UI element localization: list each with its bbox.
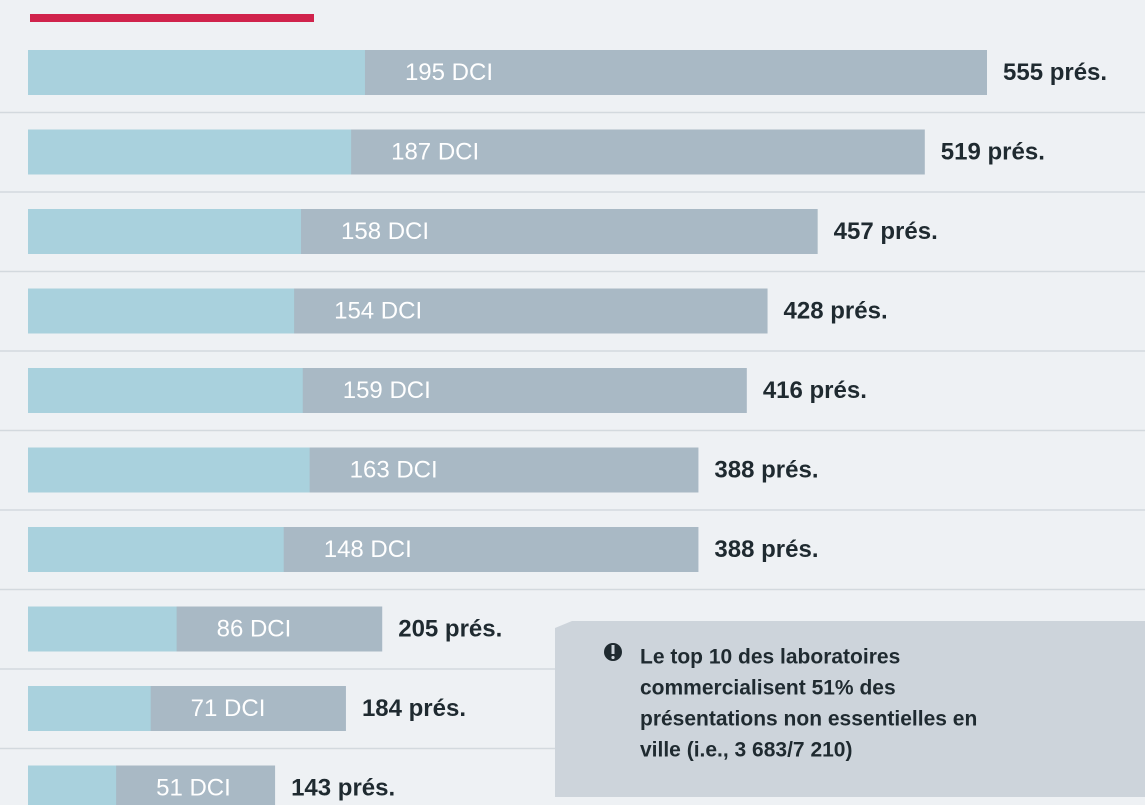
dci-bar [28, 447, 310, 493]
pres-label: 519 prés. [941, 138, 1045, 165]
dci-bar [28, 209, 302, 254]
pres-label: 388 prés. [714, 536, 818, 563]
dci-bar [28, 765, 117, 805]
pres-label: 428 prés. [784, 297, 888, 324]
annotation-line: Le top 10 des laboratoires [640, 646, 900, 669]
pres-label: 416 prés. [763, 377, 867, 404]
accent-line [30, 14, 314, 22]
dci-label: 71 DCI [191, 695, 266, 722]
dci-bar [28, 527, 284, 572]
dci-bar [28, 368, 303, 413]
pres-label: 143 prés. [291, 774, 395, 801]
dci-bar [28, 686, 151, 731]
annotation-line: commercialisent 51% des [640, 677, 896, 700]
dci-label: 163 DCI [350, 456, 438, 483]
pres-label: 555 prés. [1003, 59, 1107, 86]
annotation-line: présentations non essentielles en [640, 708, 977, 731]
dci-label: 148 DCI [324, 536, 412, 563]
dci-label: 154 DCI [334, 297, 422, 324]
dci-bar [28, 50, 365, 95]
dci-label: 187 DCI [391, 138, 479, 165]
pres-label: 457 prés. [834, 218, 938, 245]
annotation-line: ville (i.e., 3 683/7 210) [640, 739, 852, 762]
dci-bar [28, 129, 352, 175]
annotation-box [555, 621, 1145, 797]
alert-icon-dot [611, 655, 615, 660]
dci-label: 195 DCI [405, 59, 493, 86]
dci-bar [28, 288, 295, 334]
dci-bar [28, 606, 177, 652]
dci-label: 86 DCI [217, 615, 292, 642]
pres-label: 388 prés. [714, 456, 818, 483]
dci-label: 51 DCI [156, 774, 231, 801]
pres-label: 205 prés. [398, 615, 502, 642]
pres-label: 184 prés. [362, 695, 466, 722]
alert-icon-bar [611, 645, 615, 654]
dci-label: 159 DCI [343, 377, 431, 404]
dci-label: 158 DCI [341, 218, 429, 245]
